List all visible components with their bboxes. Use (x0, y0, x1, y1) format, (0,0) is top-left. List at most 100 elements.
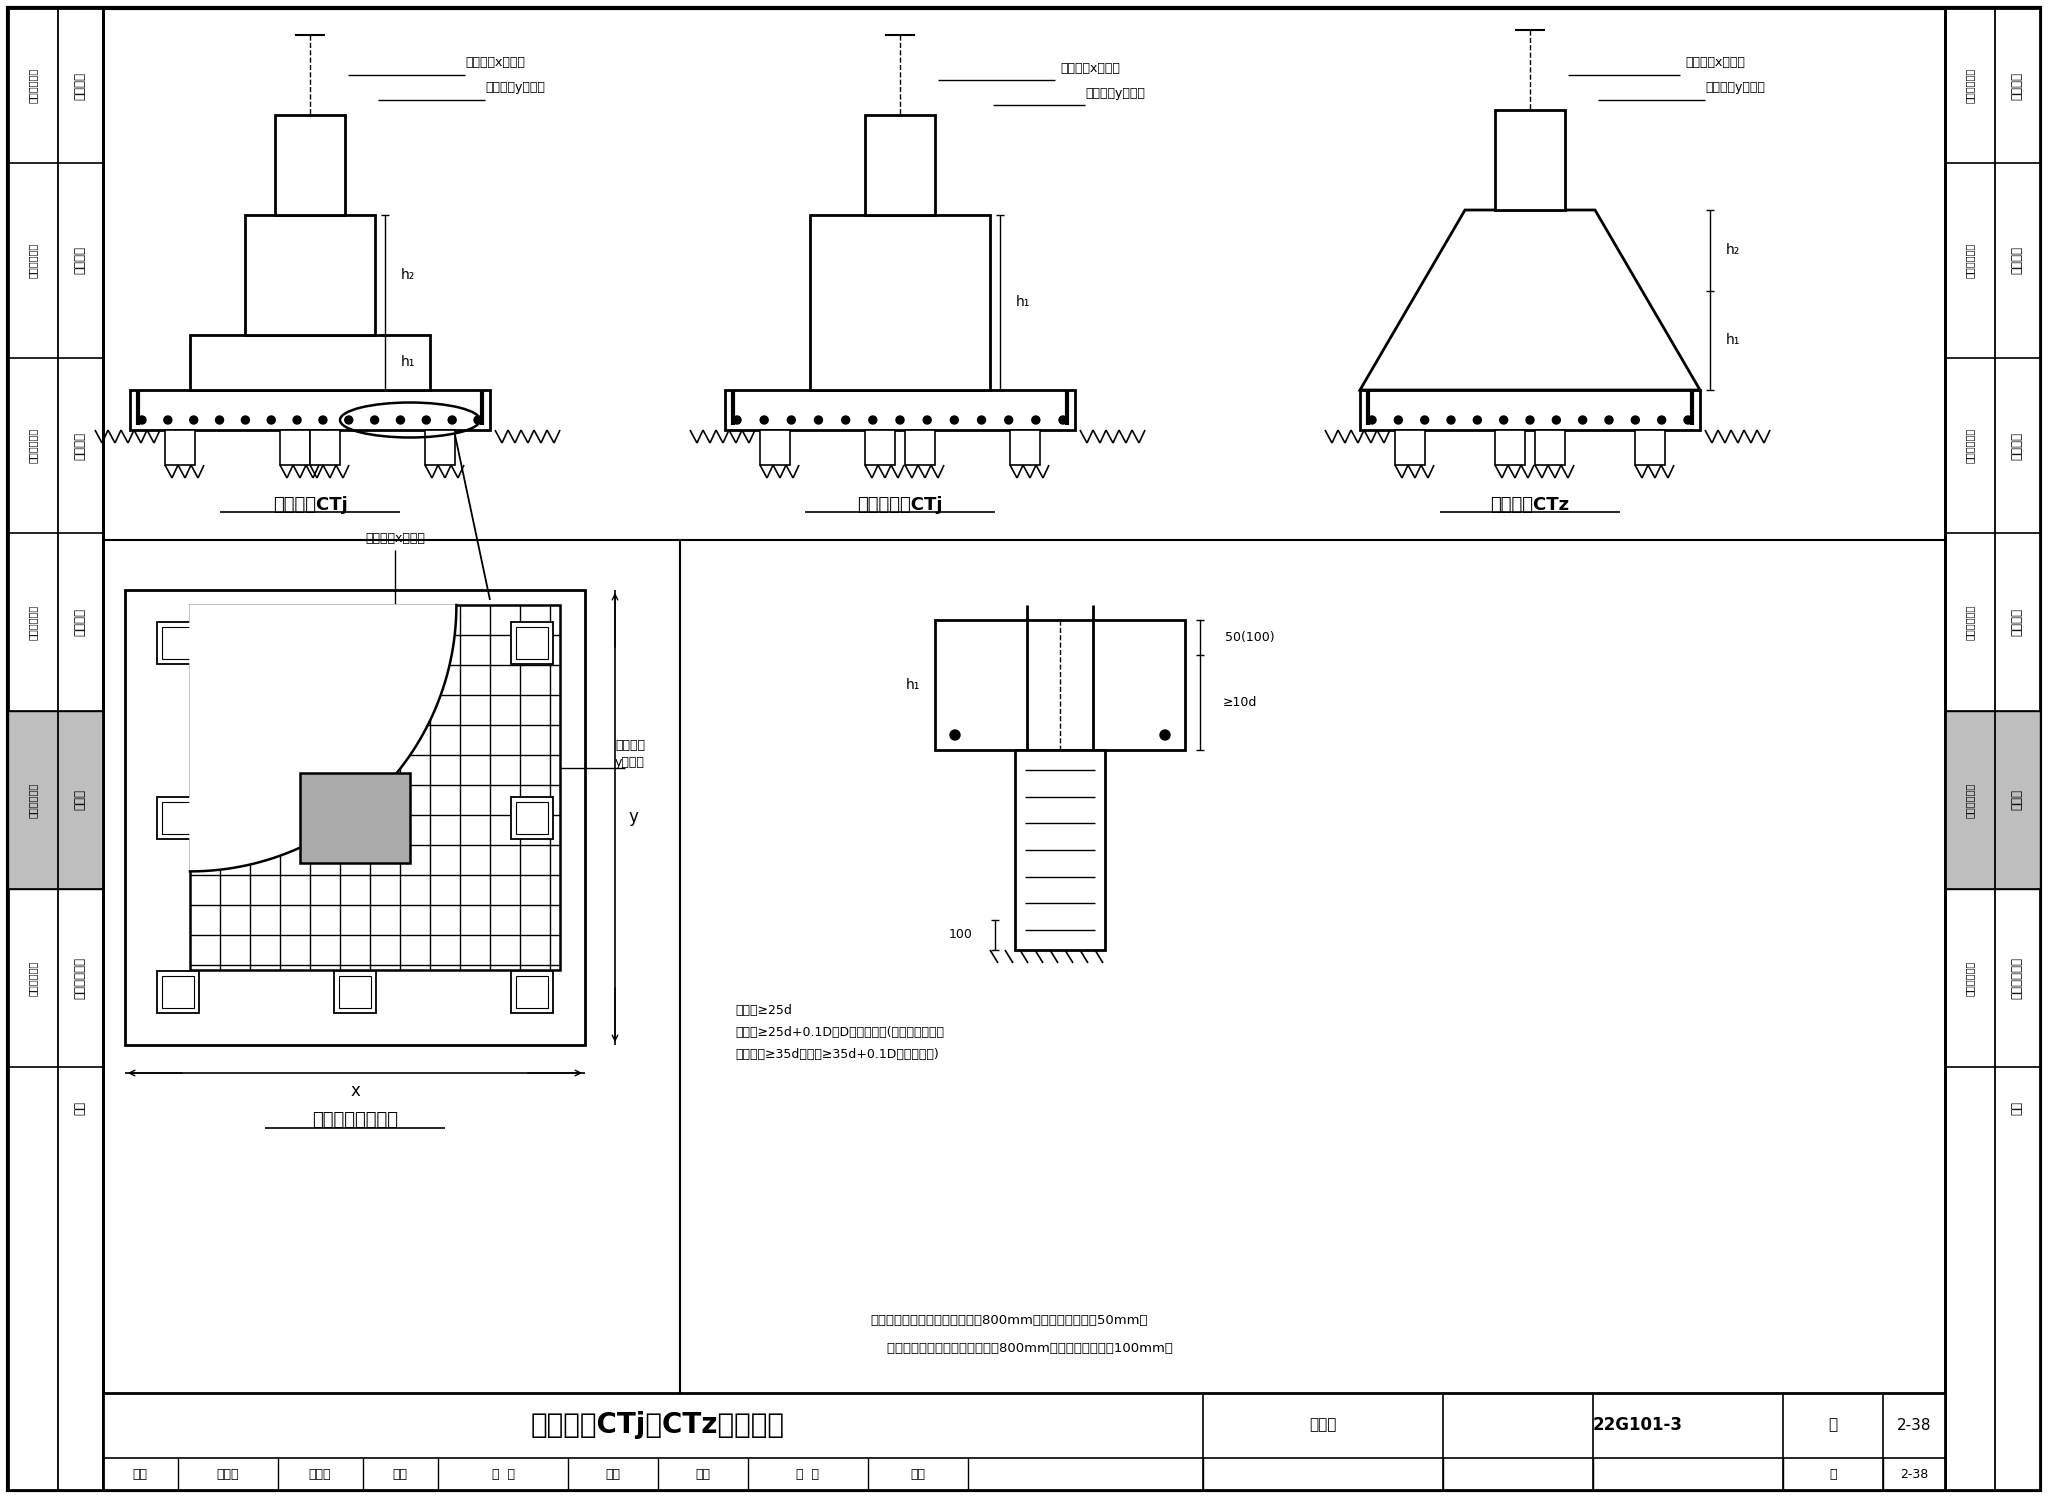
Bar (1536, 430, 1565, 464)
Circle shape (242, 416, 250, 424)
Text: 林盈: 林盈 (911, 1468, 926, 1480)
Text: 桩基础: 桩基础 (74, 789, 86, 810)
Circle shape (842, 416, 850, 424)
Bar (299, 773, 410, 863)
Text: 标准构造详图: 标准构造详图 (1964, 604, 1974, 640)
Text: 2-38: 2-38 (1901, 1468, 1927, 1480)
Text: h₁: h₁ (1726, 334, 1741, 348)
Circle shape (344, 416, 352, 424)
Circle shape (1657, 416, 1665, 424)
Bar (516, 977, 549, 1008)
Bar (129, 389, 489, 430)
Text: 条形基础: 条形基础 (74, 431, 86, 460)
Text: 条形基础: 条形基础 (2011, 431, 2023, 460)
Circle shape (1526, 416, 1534, 424)
Text: 长度方桩≥35d或圆桩≥35d+0.1D时可不弯折): 长度方桩≥35d或圆桩≥35d+0.1D时可不弯折) (735, 1047, 938, 1061)
Text: 复查审: 复查审 (309, 1468, 332, 1480)
Text: 2-38: 2-38 (1896, 1417, 1931, 1432)
Text: 矩形承台x向配筋: 矩形承台x向配筋 (465, 57, 524, 69)
Circle shape (815, 416, 823, 424)
Circle shape (1683, 416, 1692, 424)
Text: 基础相关构造: 基础相关构造 (2011, 957, 2023, 999)
Text: 基础相关构造: 基础相关构造 (74, 957, 86, 999)
Bar (309, 430, 340, 464)
Text: x: x (350, 1082, 360, 1100)
Circle shape (1606, 416, 1614, 424)
Bar (760, 430, 791, 464)
Circle shape (319, 416, 328, 424)
Text: 50(100): 50(100) (1225, 631, 1274, 644)
Text: 标准构造详图: 标准构造详图 (29, 782, 39, 818)
Bar (162, 628, 195, 659)
Circle shape (449, 416, 457, 424)
Bar (1495, 109, 1565, 210)
Circle shape (137, 416, 145, 424)
Text: 标准构造详图: 标准构造详图 (29, 243, 39, 279)
Text: 黄志刚: 黄志刚 (217, 1468, 240, 1480)
Circle shape (1448, 416, 1454, 424)
Circle shape (950, 416, 958, 424)
Bar (512, 971, 553, 1013)
Bar (102, 1393, 1946, 1491)
Bar (190, 336, 430, 389)
Text: 页: 页 (1829, 1417, 1837, 1432)
Bar (334, 622, 377, 664)
Text: 100: 100 (948, 929, 973, 942)
Bar (166, 430, 195, 464)
Bar (1010, 430, 1040, 464)
Text: 筏形基础: 筏形基础 (74, 608, 86, 637)
Bar (811, 216, 989, 389)
Circle shape (924, 416, 932, 424)
Text: 附录: 附录 (74, 1101, 86, 1115)
Circle shape (897, 416, 903, 424)
Text: 矩形承台y向配筋: 矩形承台y向配筋 (1706, 81, 1765, 94)
Text: 设计: 设计 (696, 1468, 711, 1480)
Bar (1946, 7, 2040, 1491)
Bar (334, 971, 377, 1013)
Text: h₁: h₁ (401, 355, 416, 370)
Circle shape (371, 416, 379, 424)
Circle shape (1032, 416, 1040, 424)
Bar (281, 430, 309, 464)
Text: y向配筋: y向配筋 (614, 756, 645, 768)
Text: 矩形承台x向配筋: 矩形承台x向配筋 (365, 532, 424, 544)
Text: 标准构造详图: 标准构造详图 (29, 67, 39, 103)
Text: 杨  建: 杨 建 (492, 1468, 514, 1480)
Text: 标准构造详图: 标准构造详图 (1964, 67, 1974, 103)
Polygon shape (190, 605, 457, 872)
Text: 附录: 附录 (2011, 1101, 2023, 1115)
Bar (1495, 430, 1526, 464)
Circle shape (1579, 416, 1587, 424)
Bar (936, 620, 1186, 750)
Text: 锥形截面CTz: 锥形截面CTz (1491, 496, 1569, 514)
Circle shape (868, 416, 877, 424)
Text: 标准构造详图: 标准构造详图 (1964, 428, 1974, 463)
Text: 矩形承台y向配筋: 矩形承台y向配筋 (485, 81, 545, 94)
Text: 矩形承台CTj和CTz配筋构造: 矩形承台CTj和CTz配筋构造 (530, 1411, 784, 1440)
Text: 桩基础: 桩基础 (2011, 789, 2023, 810)
Bar (274, 115, 344, 216)
Bar (512, 622, 553, 664)
Bar (8, 712, 102, 888)
Text: 标准构造详图: 标准构造详图 (29, 960, 39, 996)
Circle shape (1473, 416, 1481, 424)
Text: 独立基础: 独立基础 (74, 247, 86, 274)
Bar (864, 430, 895, 464)
Circle shape (950, 730, 961, 740)
Bar (512, 797, 553, 839)
Polygon shape (1360, 210, 1700, 389)
Text: 标准构造详图: 标准构造详图 (1964, 243, 1974, 279)
Bar (516, 628, 549, 659)
Bar (246, 216, 375, 336)
Bar (158, 971, 199, 1013)
Circle shape (1368, 416, 1376, 424)
Text: 注：当桩直径或桩截面边长小于800mm时，桩顶嵌入承台50mm；: 注：当桩直径或桩截面边长小于800mm时，桩顶嵌入承台50mm； (870, 1314, 1147, 1327)
Bar (1946, 712, 2040, 888)
Circle shape (1552, 416, 1561, 424)
Bar (190, 605, 559, 971)
Text: 校对: 校对 (393, 1468, 408, 1480)
Text: y: y (629, 809, 637, 827)
Text: 审核: 审核 (133, 1468, 147, 1480)
Text: 单阶形截面CTj: 单阶形截面CTj (858, 496, 942, 514)
Bar (1360, 389, 1700, 430)
